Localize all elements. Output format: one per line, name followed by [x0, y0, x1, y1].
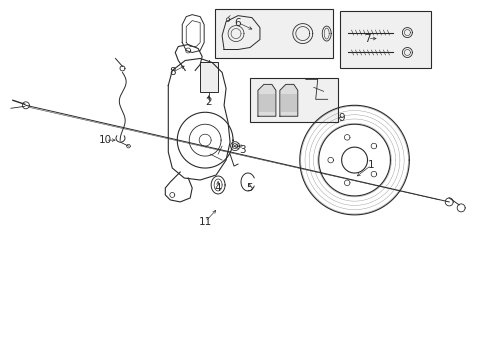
Bar	[259, 94, 274, 112]
Bar	[280, 94, 296, 112]
Text: 7: 7	[364, 33, 370, 44]
Text: 11: 11	[198, 217, 211, 227]
Text: 9: 9	[338, 113, 344, 123]
Bar	[200, 62, 218, 92]
Text: 5: 5	[246, 183, 253, 193]
Text: 6: 6	[234, 18, 241, 28]
Bar	[249, 78, 337, 122]
Text: 4: 4	[214, 183, 221, 193]
Text: 10: 10	[99, 135, 112, 145]
Polygon shape	[258, 84, 275, 116]
Text: 8: 8	[169, 67, 175, 77]
Text: 3: 3	[238, 145, 245, 155]
Polygon shape	[279, 84, 297, 116]
Text: 2: 2	[204, 97, 211, 107]
Text: 1: 1	[367, 160, 374, 170]
Bar	[215, 9, 332, 58]
Bar	[339, 11, 430, 68]
